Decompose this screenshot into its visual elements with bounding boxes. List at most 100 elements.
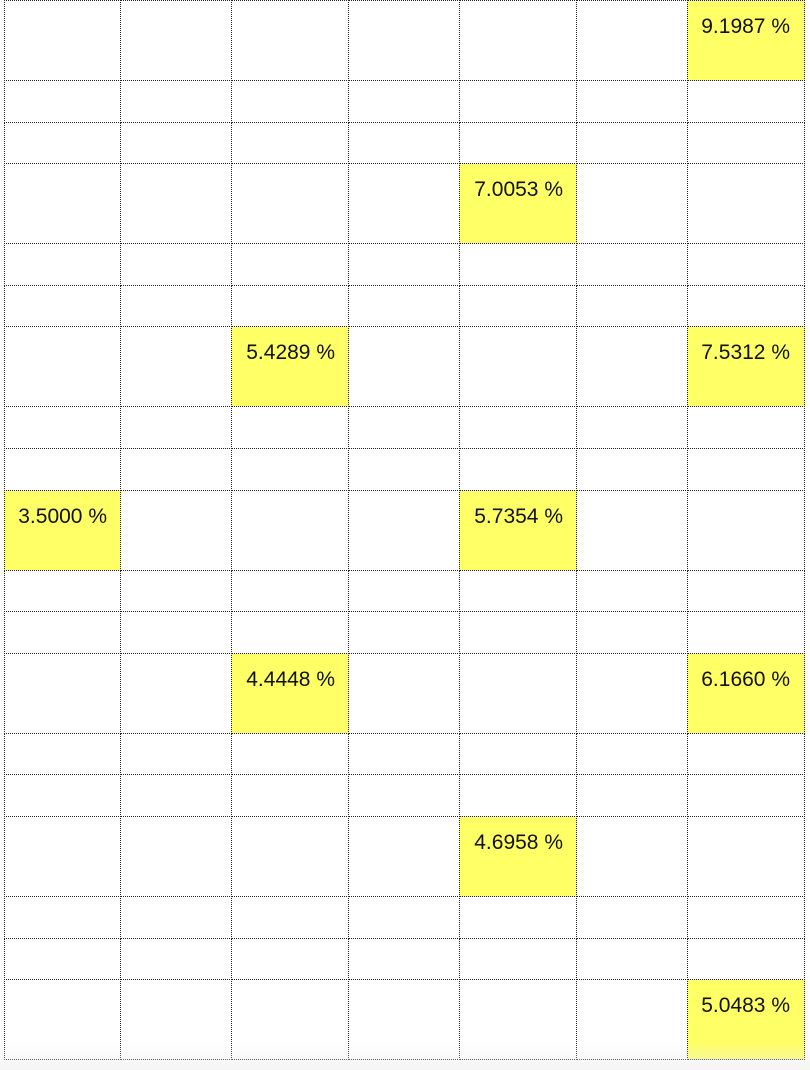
table-cell[interactable]: [120, 406, 232, 449]
table-cell[interactable]: [4, 774, 121, 817]
table-cell[interactable]: 9.1987 %: [687, 0, 805, 81]
table-cell[interactable]: [576, 816, 688, 897]
table-cell[interactable]: [348, 732, 460, 776]
table-cell[interactable]: [348, 243, 460, 286]
table-cell[interactable]: [687, 774, 805, 817]
table-cell[interactable]: [687, 896, 805, 939]
table-cell[interactable]: [120, 163, 232, 245]
table-cell[interactable]: [576, 326, 688, 408]
table-cell[interactable]: [348, 284, 460, 328]
table-cell[interactable]: [459, 774, 577, 817]
table-cell[interactable]: [459, 448, 577, 491]
table-cell[interactable]: [231, 284, 349, 328]
table-cell[interactable]: [4, 652, 121, 734]
table-cell[interactable]: [120, 937, 232, 981]
table-cell[interactable]: [120, 732, 232, 776]
table-cell[interactable]: [459, 121, 577, 165]
table-cell[interactable]: [348, 448, 460, 491]
table-cell[interactable]: [576, 0, 688, 81]
table-cell[interactable]: [231, 121, 349, 165]
table-cell[interactable]: [576, 284, 688, 328]
table-cell[interactable]: 7.0053 %: [459, 163, 577, 245]
table-cell[interactable]: [4, 284, 121, 328]
table-cell[interactable]: [576, 979, 688, 1061]
table-cell[interactable]: [687, 448, 805, 491]
table-cell[interactable]: [459, 937, 577, 981]
table-cell[interactable]: [687, 163, 805, 245]
table-cell[interactable]: [231, 732, 349, 776]
table-cell[interactable]: [4, 0, 121, 81]
table-cell[interactable]: [687, 243, 805, 286]
table-cell[interactable]: [231, 448, 349, 491]
table-cell[interactable]: [120, 569, 232, 613]
table-cell[interactable]: [231, 611, 349, 654]
table-cell[interactable]: [576, 774, 688, 817]
table-cell[interactable]: [348, 569, 460, 613]
table-cell[interactable]: 3.5000 %: [4, 489, 121, 571]
table-cell[interactable]: [576, 406, 688, 449]
table-cell[interactable]: [348, 774, 460, 817]
table-cell[interactable]: [348, 0, 460, 81]
table-cell[interactable]: 5.0483 %: [687, 979, 805, 1061]
table-cell[interactable]: [459, 652, 577, 734]
table-cell[interactable]: [576, 569, 688, 613]
table-cell[interactable]: [687, 284, 805, 328]
table-cell[interactable]: [348, 896, 460, 939]
table-cell[interactable]: [4, 163, 121, 245]
table-cell[interactable]: 7.5312 %: [687, 326, 805, 408]
table-cell[interactable]: [576, 489, 688, 571]
table-cell[interactable]: [231, 80, 349, 123]
table-cell[interactable]: [348, 406, 460, 449]
table-cell[interactable]: 5.4289 %: [231, 326, 349, 408]
table-cell[interactable]: [459, 979, 577, 1061]
table-cell[interactable]: [120, 448, 232, 491]
table-cell[interactable]: [576, 448, 688, 491]
table-cell[interactable]: [231, 979, 349, 1061]
table-cell[interactable]: [348, 652, 460, 734]
table-cell[interactable]: [348, 163, 460, 245]
table-cell[interactable]: [120, 0, 232, 81]
table-cell[interactable]: [120, 774, 232, 817]
table-cell[interactable]: [231, 774, 349, 817]
table-cell[interactable]: [459, 80, 577, 123]
table-cell[interactable]: [576, 163, 688, 245]
table-cell[interactable]: [348, 816, 460, 897]
table-cell[interactable]: [4, 937, 121, 981]
table-cell[interactable]: [231, 243, 349, 286]
table-cell[interactable]: [120, 896, 232, 939]
table-cell[interactable]: [576, 243, 688, 286]
table-cell[interactable]: [687, 406, 805, 449]
table-cell[interactable]: [4, 732, 121, 776]
table-cell[interactable]: [348, 326, 460, 408]
table-cell[interactable]: [687, 569, 805, 613]
table-cell[interactable]: [459, 732, 577, 776]
table-cell[interactable]: [231, 0, 349, 81]
table-cell[interactable]: [120, 652, 232, 734]
table-cell[interactable]: [120, 284, 232, 328]
table-cell[interactable]: [687, 121, 805, 165]
table-cell[interactable]: [120, 816, 232, 897]
table-cell[interactable]: [576, 611, 688, 654]
table-cell[interactable]: [348, 489, 460, 571]
table-cell[interactable]: [687, 80, 805, 123]
table-cell[interactable]: [231, 937, 349, 981]
table-cell[interactable]: [459, 0, 577, 81]
table-cell[interactable]: [231, 816, 349, 897]
table-cell[interactable]: [576, 937, 688, 981]
table-cell[interactable]: [231, 163, 349, 245]
table-cell[interactable]: [231, 489, 349, 571]
table-cell[interactable]: [120, 80, 232, 123]
table-cell[interactable]: [231, 406, 349, 449]
table-cell[interactable]: [348, 611, 460, 654]
table-cell[interactable]: [687, 937, 805, 981]
table-cell[interactable]: [120, 489, 232, 571]
table-cell[interactable]: [231, 896, 349, 939]
table-cell[interactable]: [4, 611, 121, 654]
table-cell[interactable]: [231, 569, 349, 613]
table-cell[interactable]: [4, 243, 121, 286]
table-cell[interactable]: [4, 121, 121, 165]
table-cell[interactable]: [459, 326, 577, 408]
table-cell[interactable]: [687, 489, 805, 571]
table-cell[interactable]: [459, 569, 577, 613]
table-cell[interactable]: 5.7354 %: [459, 489, 577, 571]
